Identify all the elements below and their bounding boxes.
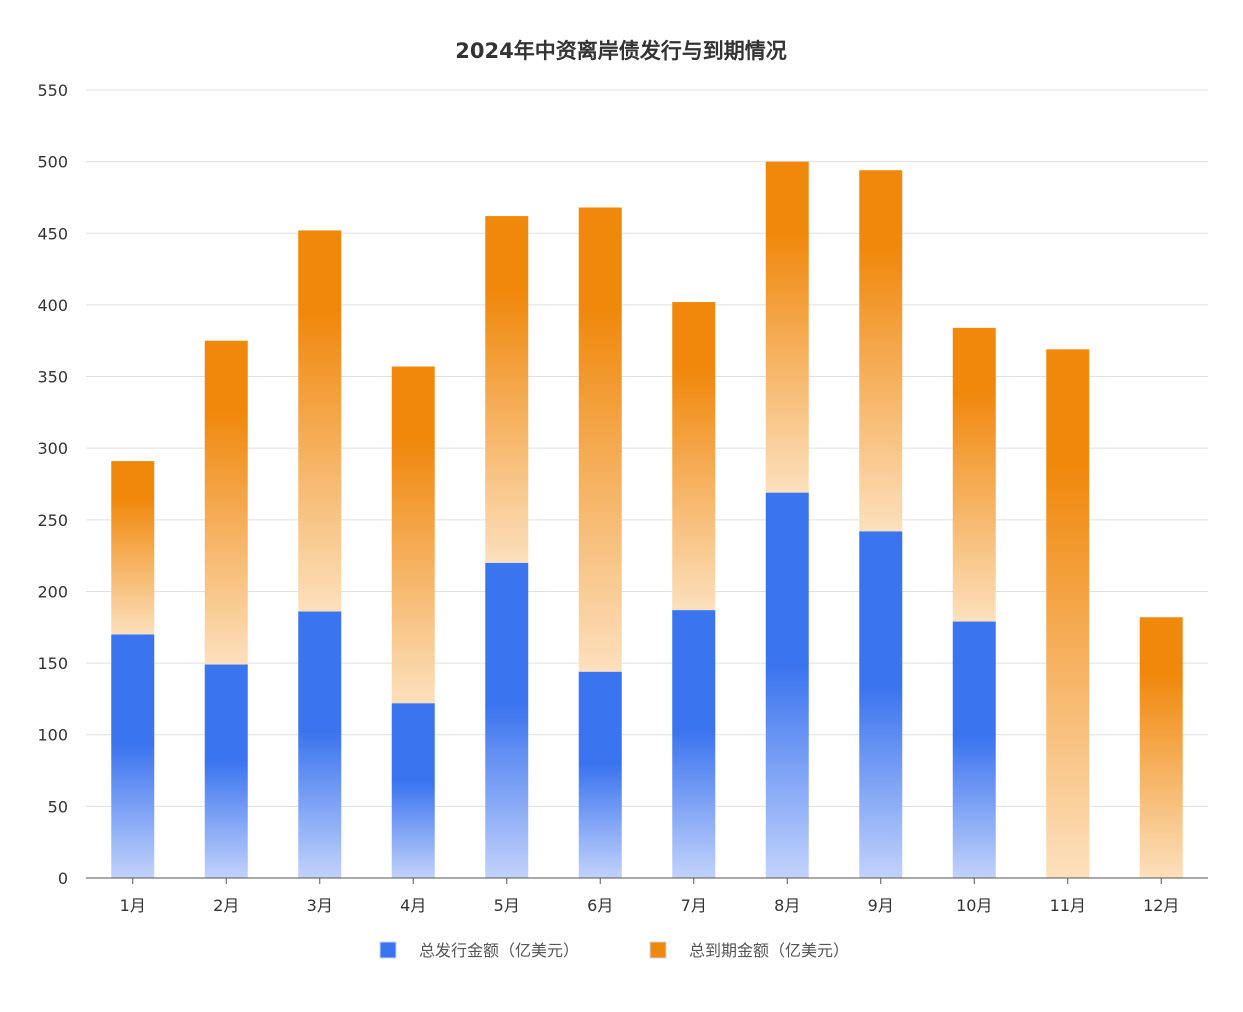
y-tick-label: 500 xyxy=(37,153,68,172)
bar-maturity xyxy=(204,340,248,665)
x-tick-label: 3月 xyxy=(307,896,333,915)
x-axis-ticks: 1月 2月 3月 4月 5月 6月 7月 8月 9月 10月 11月 12月 xyxy=(120,878,1179,915)
bar-maturity xyxy=(765,161,809,493)
legend-swatch[interactable] xyxy=(649,941,667,959)
bar-maturity xyxy=(1046,349,1090,879)
x-tick-label: 2月 xyxy=(213,896,239,915)
bar-maturity xyxy=(859,170,903,532)
x-tick-label: 9月 xyxy=(868,896,894,915)
bar-maturity xyxy=(952,327,996,622)
bar-issuance xyxy=(298,611,342,878)
y-tick-label: 350 xyxy=(37,368,68,387)
y-tick-label: 100 xyxy=(37,726,68,745)
bar-maturity xyxy=(485,216,529,563)
bar-issuance xyxy=(672,610,716,878)
y-tick-label: 200 xyxy=(37,582,68,601)
y-tick-label: 300 xyxy=(37,439,68,458)
bar-maturity xyxy=(111,461,155,635)
x-tick-label: 11月 xyxy=(1050,896,1086,915)
bar-issuance xyxy=(111,634,155,878)
x-tick-label: 7月 xyxy=(681,896,707,915)
x-tick-label: 12月 xyxy=(1143,896,1179,915)
gridlines xyxy=(86,89,1208,807)
x-tick-label: 5月 xyxy=(494,896,520,915)
bar-issuance xyxy=(765,492,809,878)
bar-maturity xyxy=(1139,617,1183,878)
bar-maturity xyxy=(391,366,435,704)
y-tick-label: 550 xyxy=(37,81,68,100)
y-tick-label: 50 xyxy=(48,797,68,816)
bar-issuance xyxy=(204,664,248,878)
bar-issuance xyxy=(485,562,529,878)
legend: 总发行金额（亿美元） 总到期金额（亿美元） xyxy=(379,941,849,960)
bar-maturity xyxy=(298,230,342,612)
x-tick-label: 8月 xyxy=(774,896,800,915)
legend-swatch[interactable] xyxy=(379,941,397,959)
x-tick-label: 6月 xyxy=(587,896,613,915)
bar-maturity xyxy=(672,302,716,611)
bar-maturity xyxy=(578,207,622,672)
bar-issuance xyxy=(391,703,435,878)
y-tick-label: 250 xyxy=(37,511,68,530)
x-tick-label: 4月 xyxy=(400,896,426,915)
legend-label[interactable]: 总发行金额（亿美元） xyxy=(419,941,579,960)
bars xyxy=(111,161,1183,879)
bar-issuance xyxy=(952,621,996,878)
chart-title: 2024年中资离岸债发行与到期情况 xyxy=(455,39,786,63)
x-tick-label: 1月 xyxy=(120,896,146,915)
y-tick-label: 0 xyxy=(58,869,68,888)
y-tick-label: 150 xyxy=(37,654,68,673)
legend-label[interactable]: 总到期金额（亿美元） xyxy=(689,941,849,960)
x-tick-label: 10月 xyxy=(956,896,992,915)
y-tick-label: 400 xyxy=(37,296,68,315)
bar-issuance xyxy=(859,531,903,878)
bar-issuance xyxy=(578,671,622,878)
y-axis-ticks: 0 50 100 150 200 250 300 350 400 450 500 550 xyxy=(37,81,68,888)
y-tick-label: 450 xyxy=(37,224,68,243)
